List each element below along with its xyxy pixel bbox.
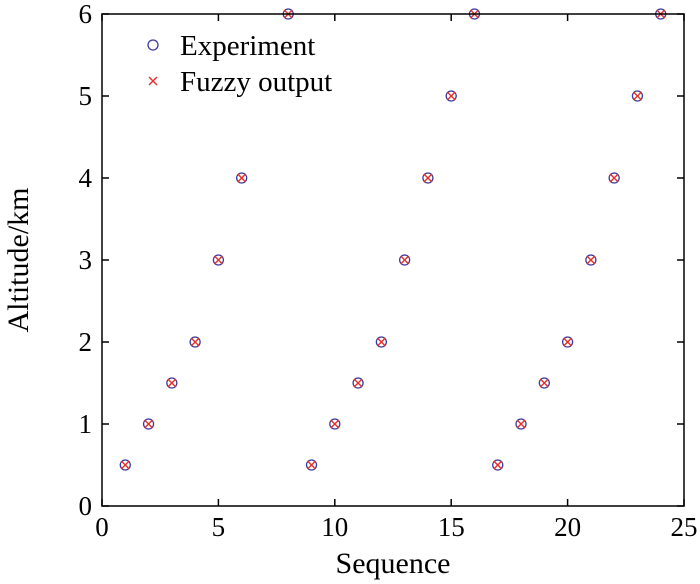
y-tick-label: 1: [79, 409, 93, 439]
y-tick-label: 5: [79, 81, 93, 111]
fuzzy-output-point: [353, 378, 363, 388]
experiment-point: [189, 336, 201, 348]
experiment-point: [166, 377, 178, 389]
x-tick-label: 20: [554, 512, 581, 542]
y-axis-label: Altitude/km: [2, 188, 35, 333]
experiment-point: [352, 377, 364, 389]
y-tick-label: 3: [79, 245, 93, 275]
experiment-point: [561, 336, 574, 348]
fuzzy-output-point: [516, 419, 526, 429]
fuzzy-output-point: [632, 91, 642, 101]
x-axis-label: Sequence: [336, 547, 451, 580]
experiment-point: [375, 336, 388, 348]
fuzzy-output-point: [190, 337, 200, 347]
fuzzy-output-point: [400, 255, 410, 265]
experiment-point: [445, 90, 457, 102]
fuzzy-output-point: [237, 173, 247, 183]
experiment-point: [236, 172, 248, 184]
experiment-point: [119, 459, 131, 471]
x-tick-label: 25: [671, 512, 698, 542]
experiment-point: [398, 254, 411, 266]
fuzzy-output-point: [539, 378, 549, 388]
fuzzy-output-point: [563, 337, 573, 347]
experiment-point: [422, 172, 434, 184]
y-tick-label: 0: [79, 491, 93, 521]
y-tick-label: 2: [79, 327, 93, 357]
experiment-point: [142, 418, 155, 430]
fuzzy-output-point: [586, 255, 596, 265]
fuzzy-output-point: [120, 460, 130, 470]
x-tick-label: 5: [212, 512, 226, 542]
x-tick-label: 10: [321, 512, 348, 542]
fuzzy-output-point: [307, 460, 317, 470]
legend-label: Experiment: [180, 30, 315, 62]
legend-marker: [148, 76, 158, 86]
plot-frame: [101, 13, 685, 507]
fuzzy-output-point: [213, 255, 223, 265]
fuzzy-output-point: [376, 337, 386, 347]
fuzzy-output-point: [609, 173, 619, 183]
x-tick-label: 0: [95, 512, 109, 542]
legend-label: Fuzzy output: [180, 66, 332, 98]
fuzzy-output-point: [144, 419, 154, 429]
fuzzy-output-point: [423, 173, 433, 183]
x-tick-label: 15: [438, 512, 465, 542]
fuzzy-output-point: [493, 460, 503, 470]
experiment-point: [585, 254, 597, 266]
experiment-point: [515, 418, 527, 430]
experiment-point: [631, 90, 644, 102]
experiment-point: [212, 254, 225, 266]
fuzzy-output-point: [446, 91, 456, 101]
experiment-point: [538, 377, 550, 389]
fuzzy-output-point: [167, 378, 177, 388]
ticks-layer: 0 5 10 15 20 25 0 1 2 3 4 5 6: [79, 0, 698, 542]
fuzzy-output-point: [330, 419, 340, 429]
experiment-point: [305, 459, 318, 471]
experiment-point: [608, 172, 620, 184]
experiment-point: [329, 418, 341, 430]
legend: Experiment Fuzzy output: [147, 30, 332, 98]
experiment-point: [492, 459, 504, 471]
legend-marker: [147, 39, 159, 51]
y-tick-label: 4: [79, 163, 93, 193]
y-tick-label: 6: [79, 0, 93, 29]
